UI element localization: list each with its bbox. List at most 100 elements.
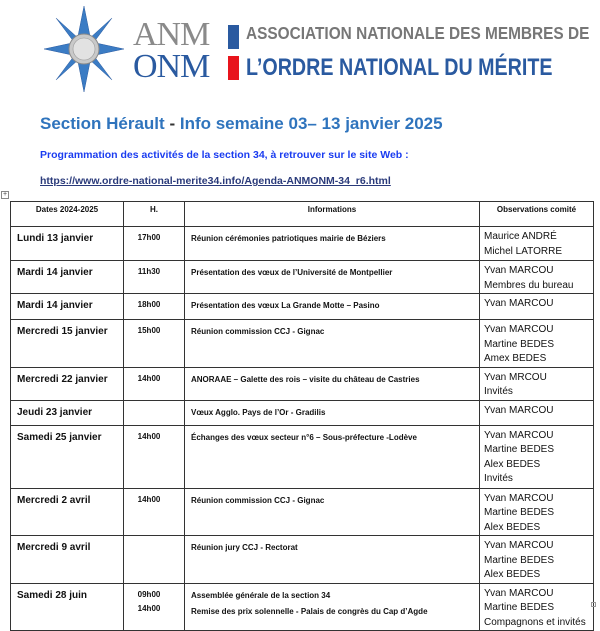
hour-cell <box>123 399 185 426</box>
info-cell: Réunion jury CCJ - Rectorat <box>184 535 480 584</box>
info-cell: Présentation des vœux de l’Université de… <box>184 260 480 294</box>
hour-cell: 14h00 <box>123 366 185 401</box>
logo-line1: ASSOCIATION NATIONALE DES MEMBRES DE <box>246 23 590 43</box>
date-cell: Lundi 13 janvier <box>10 226 124 261</box>
title-section: Section Hérault <box>40 114 165 133</box>
hour-value: 14h00 <box>137 373 161 383</box>
info-cell: Réunion commission CCJ - Gignac <box>184 319 480 368</box>
info-cell: ANORAAE – Galette des rois – visite du c… <box>184 366 480 401</box>
observation-name: Yvan MARCOU <box>484 540 554 551</box>
logo-anm: ANM <box>133 16 210 53</box>
hour-value: 11h30 <box>137 267 161 276</box>
date-cell: Samedi 28 juin <box>10 582 124 631</box>
info-cell: Assemblée générale de la section 34 Remis… <box>184 582 480 631</box>
table-row: Mercredi 22 janvier 14h00 ANORAAE – Galett… <box>10 366 594 401</box>
observation-name: Yvan MARCOU <box>484 429 554 441</box>
info-cell: Vœux Agglo. Pays de l’Or - Gradilis <box>184 399 480 426</box>
hour-cell: 17h00 <box>123 226 185 261</box>
observation-name: Alex BEDES <box>484 458 541 470</box>
date-cell: Mercredi 22 janvier <box>10 366 124 401</box>
observations-cell: Yvan MARCOU Martine BEDES Alex BEDES <box>479 487 594 536</box>
hour-cell: 11h30 <box>123 260 185 294</box>
observation-name: Invités <box>484 473 513 484</box>
table-row: Samedi 28 juin 09h00 14h00 Assemblée généra… <box>10 582 594 631</box>
header-informations: Informations <box>184 201 480 227</box>
observation-name: Compagnons et invités <box>484 616 586 628</box>
hour-value: 14h00 <box>137 494 161 504</box>
page-title: Section Hérault - Info semaine 03– 13 ja… <box>40 114 443 134</box>
title-dash: - <box>169 114 176 133</box>
hour-value: 14h00 <box>137 431 161 441</box>
observation-name: Yvan MARCOU <box>484 324 554 335</box>
info-cell: Réunion commission CCJ - Gignac <box>184 487 480 536</box>
observation-name: Alex BEDES <box>484 521 541 533</box>
header-dates: Dates 2024-2025 <box>10 201 124 227</box>
date-cell: Samedi 25 janvier <box>10 424 124 489</box>
table-row: Jeudi 23 janvier Vœux Agglo. Pays de l’Or… <box>10 399 594 426</box>
observation-name: Invités <box>484 386 513 397</box>
observation-name: Martine BEDES <box>484 554 555 566</box>
table-header-row: Dates 2024-2025 H. Informations Observat… <box>10 201 594 227</box>
observations-cell: Yvan MARCOU Martine BEDES Amex BEDES <box>479 319 594 368</box>
observation-name: Yvan MRCOU <box>484 371 547 383</box>
header-observations: Observations comité <box>479 201 594 227</box>
logo-line2: L’ORDRE NATIONAL DU MÉRITE <box>246 54 553 81</box>
observation-name: Martine BEDES <box>484 338 555 350</box>
observation-name: Yvan MARCOU <box>484 265 554 276</box>
table-row: Mercredi 15 janvier 15h00 Réunion commissi… <box>10 319 594 368</box>
observation-name: Martine BEDES <box>484 507 555 518</box>
agenda-link[interactable]: https://www.ordre-national-merite34.info… <box>40 175 391 187</box>
info-line: Réunion commission CCJ - Gignac <box>191 495 325 505</box>
table-row: Mercredi 9 avril Réunion jury CCJ - Recto… <box>10 535 594 584</box>
observations-cell: Yvan MRCOU Invités <box>479 366 594 401</box>
table-row: Mardi 14 janvier 11h30 Présentation des vœ… <box>10 260 594 294</box>
info-line: Réunion cérémonies patriotiques mairie d… <box>191 234 386 243</box>
observation-name: Amex BEDES <box>484 353 547 364</box>
subtitle: Programmation des activités de la sectio… <box>40 149 409 161</box>
info-cell: Réunion cérémonies patriotiques mairie d… <box>184 226 480 261</box>
hour-value: 14h00 <box>137 603 161 613</box>
info-line: Vœux Agglo. Pays de l’Or - Gradilis <box>191 407 326 417</box>
header-hours: H. <box>123 201 185 227</box>
date-cell: Mardi 14 janvier <box>10 293 124 320</box>
table-row: Lundi 13 janvier 17h00 Réunion cérémonies … <box>10 226 594 261</box>
table-row: Samedi 25 janvier 14h00 Échanges des vœux … <box>10 424 594 489</box>
hour-cell: 09h00 14h00 <box>123 582 185 631</box>
observation-name: Yvan MARCOU <box>484 298 554 309</box>
table-row: Mercredi 2 avril 14h00 Réunion commission … <box>10 487 594 536</box>
observations-cell: Yvan MARCOU Martine BEDES Alex BEDES Invité… <box>479 424 594 489</box>
observation-name: Yvan MARCOU <box>484 404 554 416</box>
info-line: Présentation des vœux de l’Université de… <box>191 268 393 277</box>
observation-name: Yvan MARCOU <box>484 587 554 599</box>
date-cell: Mercredi 2 avril <box>10 487 124 536</box>
info-line: Remise des prix solennelle - Palais de c… <box>191 606 428 616</box>
hour-cell: 18h00 <box>123 293 185 320</box>
table-move-handle-icon[interactable]: + <box>1 191 9 199</box>
flag-blue-bar <box>228 25 239 49</box>
order-medal-logo <box>44 6 124 92</box>
info-line: ANORAAE – Galette des rois – visite du c… <box>191 374 420 384</box>
observation-name: Maurice ANDRÉ <box>484 231 557 242</box>
observation-name: Michel LATORRE <box>484 245 562 257</box>
observations-cell: Yvan MARCOU Martine BEDES Alex BEDES <box>479 535 594 584</box>
observations-cell: Yvan MARCOU Martine BEDES Compagnons et in… <box>479 582 594 631</box>
flag-red-bar <box>228 56 239 80</box>
date-cell: Mercredi 9 avril <box>10 535 124 584</box>
hour-cell: 14h00 <box>123 487 185 536</box>
hour-cell: 14h00 <box>123 424 185 489</box>
hour-value: 17h00 <box>137 233 161 242</box>
info-line: Présentation des vœux La Grande Motte – … <box>191 301 380 310</box>
observation-name: Membres du bureau <box>484 279 574 291</box>
info-line: Assemblée générale de la section 34 <box>191 590 331 600</box>
info-line: Réunion commission CCJ - Gignac <box>191 327 325 336</box>
hour-value: 18h00 <box>137 300 161 309</box>
logo-onm: ONM <box>133 48 210 85</box>
title-week: Info semaine 03– 13 janvier 2025 <box>179 114 443 133</box>
observation-name: Martine BEDES <box>484 444 555 455</box>
table-resize-handle[interactable] <box>591 602 596 607</box>
hour-value: 09h00 <box>137 589 161 599</box>
observations-cell: Yvan MARCOU Membres du bureau <box>479 260 594 294</box>
table-row: Mardi 14 janvier 18h00 Présentation des vœ… <box>10 293 594 320</box>
agenda-table: Dates 2024-2025 H. Informations Observat… <box>10 201 594 631</box>
observation-name: Martine BEDES <box>484 602 555 613</box>
